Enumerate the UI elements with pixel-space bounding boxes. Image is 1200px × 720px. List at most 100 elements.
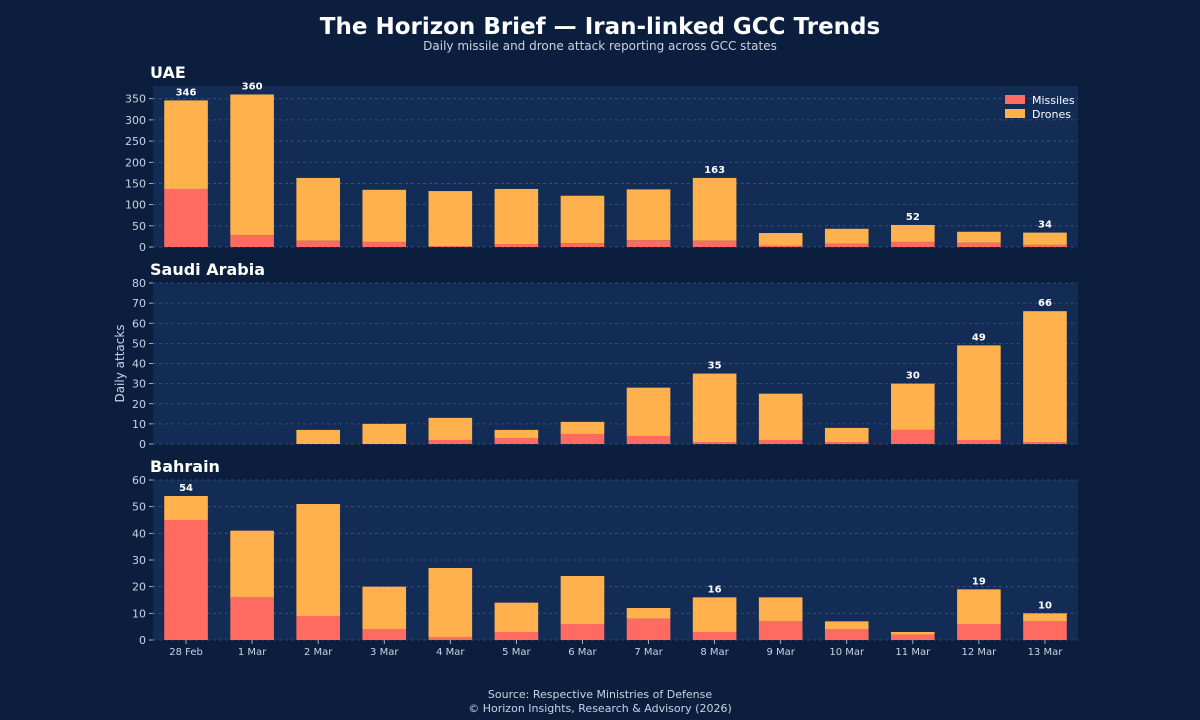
xtick-label-6-mar: 6 Mar xyxy=(568,647,597,658)
bahrain-bar-drones-2-mar xyxy=(296,504,340,616)
uae-bar-drones-3-mar xyxy=(362,189,407,242)
bahrain-ytick-label-60: 60 xyxy=(132,474,146,487)
bahrain-panel-title: Bahrain xyxy=(150,457,220,476)
bahrain-ytick-label-50: 50 xyxy=(132,501,146,514)
copyright-note: © Horizon Insights, Research & Advisory … xyxy=(468,702,732,715)
uae-bar-drones-5-mar xyxy=(494,188,539,245)
saudi-arabia-bar-drones-2-mar xyxy=(296,429,340,444)
bahrain-bar-missiles-6-mar xyxy=(560,624,605,640)
uae-bar-drones-6-mar xyxy=(560,195,605,244)
saudi-arabia-bar-drones-8-mar xyxy=(692,373,737,442)
saudi-arabia-total-label-8-mar: 35 xyxy=(708,361,722,372)
uae-bar-missiles-6-mar xyxy=(560,243,605,247)
bahrain-bar-drones-12-mar xyxy=(957,589,1001,624)
saudi-arabia-ytick-label-20: 20 xyxy=(132,398,146,411)
bahrain-bar-missiles-4-mar xyxy=(428,637,473,640)
xtick-label-8-mar: 8 Mar xyxy=(700,647,729,658)
saudi-arabia-bar-missiles-7-mar xyxy=(626,435,671,444)
uae-bar-drones-4-mar xyxy=(428,191,473,247)
saudi-arabia-total-label-11-mar: 30 xyxy=(906,371,920,382)
bahrain-bar-drones-9-mar xyxy=(758,597,803,622)
bahrain-total-label-12-mar: 19 xyxy=(972,576,986,587)
xtick-label-9-mar: 9 Mar xyxy=(766,647,795,658)
bahrain-bar-drones-11-mar xyxy=(891,632,935,635)
saudi-arabia-ytick-label-60: 60 xyxy=(132,317,146,330)
uae-bar-drones-1-mar xyxy=(230,94,274,236)
uae-bar-missiles-11-mar xyxy=(891,241,935,247)
saudi-arabia-panel-title: Saudi Arabia xyxy=(150,260,265,279)
bahrain-ytick-label-0: 0 xyxy=(139,634,146,647)
uae-bar-missiles-28-feb xyxy=(164,188,208,247)
saudi-arabia-bar-drones-5-mar xyxy=(494,429,539,438)
xtick-label-13-mar: 13 Mar xyxy=(1028,647,1064,658)
saudi-arabia-bar-drones-11-mar xyxy=(891,383,935,430)
bahrain-total-label-28-feb: 54 xyxy=(179,483,193,494)
bahrain-bar-missiles-5-mar xyxy=(494,632,539,640)
uae-bar-missiles-13-mar xyxy=(1023,244,1067,247)
bahrain-bar-drones-5-mar xyxy=(494,602,539,632)
uae-ytick-label-250: 250 xyxy=(125,135,146,148)
uae-bar-drones-11-mar xyxy=(891,224,935,242)
uae-total-label-8-mar: 163 xyxy=(704,165,725,176)
bahrain-bar-drones-10-mar xyxy=(824,621,869,630)
uae-ytick-label-150: 150 xyxy=(125,177,146,190)
uae-total-label-28-feb: 346 xyxy=(176,87,197,98)
bahrain-total-label-13-mar: 10 xyxy=(1038,600,1052,611)
legend-swatch-drones xyxy=(1005,109,1025,118)
bahrain-bar-missiles-10-mar xyxy=(824,629,869,640)
bahrain-bar-drones-8-mar xyxy=(692,597,737,632)
legend-label-missiles: Missiles xyxy=(1032,94,1075,107)
xtick-label-3-mar: 3 Mar xyxy=(370,647,399,658)
xtick-label-5-mar: 5 Mar xyxy=(502,647,531,658)
bahrain-bar-missiles-1-mar xyxy=(230,597,274,640)
bahrain-bar-missiles-8-mar xyxy=(692,632,737,640)
bahrain-bar-drones-7-mar xyxy=(626,608,671,619)
saudi-arabia-bar-drones-3-mar xyxy=(362,423,407,444)
bahrain-ytick-label-20: 20 xyxy=(132,581,146,594)
xtick-label-2-mar: 2 Mar xyxy=(304,647,333,658)
uae-bar-drones-8-mar xyxy=(692,177,737,241)
saudi-arabia-ytick-label-30: 30 xyxy=(132,378,146,391)
chart-subtitle: Daily missile and drone attack reporting… xyxy=(423,39,777,53)
saudi-arabia-bar-missiles-6-mar xyxy=(560,433,605,444)
saudi-arabia-bar-drones-12-mar xyxy=(957,345,1001,440)
saudi-arabia-bar-missiles-9-mar xyxy=(758,439,803,444)
xtick-label-7-mar: 7 Mar xyxy=(634,647,663,658)
bahrain-bar-drones-6-mar xyxy=(560,576,605,624)
saudi-arabia-bar-drones-6-mar xyxy=(560,421,605,434)
uae-bar-drones-9-mar xyxy=(758,233,803,246)
uae-total-label-11-mar: 52 xyxy=(906,212,920,223)
uae-bar-drones-2-mar xyxy=(296,177,340,241)
saudi-arabia-bar-missiles-5-mar xyxy=(494,437,539,444)
uae-bar-missiles-10-mar xyxy=(824,243,869,247)
saudi-arabia-bar-missiles-12-mar xyxy=(957,439,1001,444)
bahrain-bar-drones-4-mar xyxy=(428,568,473,638)
uae-bar-missiles-8-mar xyxy=(692,240,737,247)
saudi-arabia-bar-drones-13-mar xyxy=(1023,311,1067,442)
saudi-arabia-ytick-label-80: 80 xyxy=(132,277,146,290)
saudi-arabia-bar-drones-10-mar xyxy=(824,427,869,442)
uae-bar-missiles-5-mar xyxy=(494,244,539,247)
uae-ytick-label-350: 350 xyxy=(125,93,146,106)
bahrain-bar-drones-3-mar xyxy=(362,586,407,630)
uae-total-label-13-mar: 34 xyxy=(1038,220,1052,231)
uae-ytick-label-200: 200 xyxy=(125,156,146,169)
xtick-label-28-feb: 28 Feb xyxy=(169,647,203,658)
y-axis-label: Daily attacks xyxy=(113,324,127,402)
uae-bar-drones-28-feb xyxy=(164,100,208,189)
saudi-arabia-total-label-12-mar: 49 xyxy=(972,332,986,343)
bahrain-bar-missiles-2-mar xyxy=(296,616,340,640)
saudi-arabia-ytick-label-40: 40 xyxy=(132,358,146,371)
uae-bar-missiles-4-mar xyxy=(428,246,473,247)
uae-panel-title: UAE xyxy=(150,63,186,82)
xtick-label-10-mar: 10 Mar xyxy=(829,647,865,658)
xtick-label-11-mar: 11 Mar xyxy=(895,647,931,658)
saudi-arabia-ytick-label-50: 50 xyxy=(132,337,146,350)
uae-bar-drones-12-mar xyxy=(957,231,1001,243)
bahrain-bar-missiles-3-mar xyxy=(362,629,407,640)
saudi-arabia-bar-drones-4-mar xyxy=(428,417,473,440)
xtick-label-12-mar: 12 Mar xyxy=(962,647,998,658)
uae-bar-missiles-3-mar xyxy=(362,241,407,247)
bahrain-bar-missiles-11-mar xyxy=(891,634,935,640)
uae-ytick-label-50: 50 xyxy=(132,220,146,233)
